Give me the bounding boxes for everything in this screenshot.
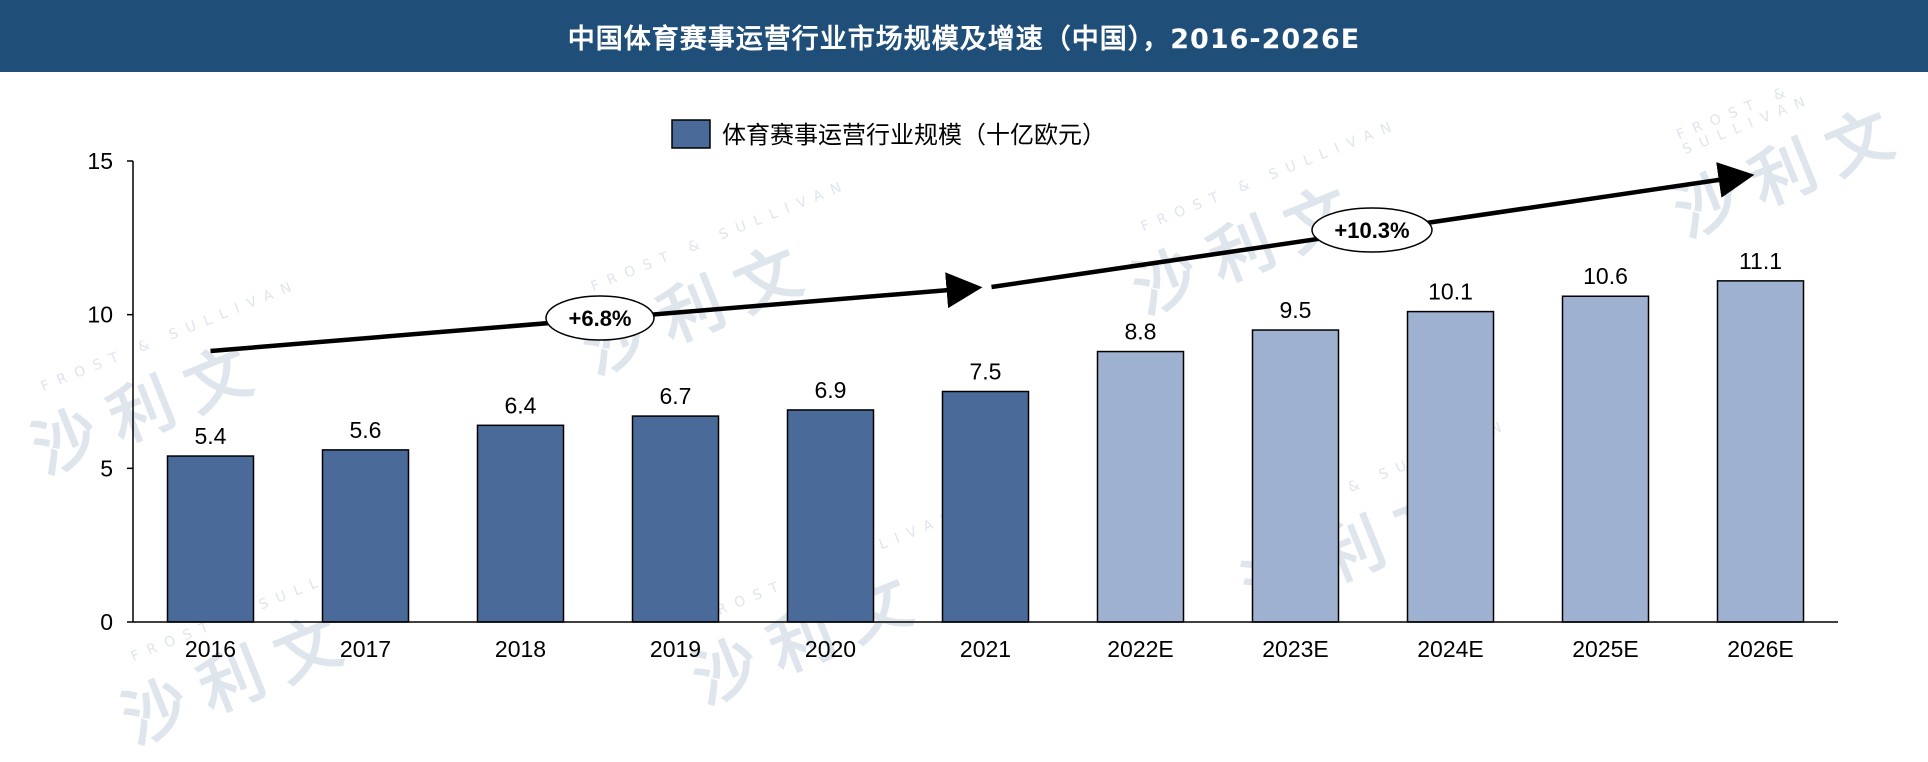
- data-label: 5.4: [195, 423, 227, 449]
- axes-group: 2016 2017 2018 2019 2020 2021 2022E 2023E 2024E 2…: [87, 148, 1838, 662]
- chart-title-bar: 中国体育赛事运营行业市场规模及增速（中国），2016-2026E: [0, 0, 1928, 72]
- bar: [1716, 280, 1805, 623]
- x-tick-label: 2019: [650, 636, 701, 662]
- data-label: 9.5: [1280, 297, 1312, 323]
- legend: 体育赛事运营行业规模（十亿欧元）: [671, 119, 1106, 149]
- y-tick-label: 10: [87, 302, 113, 328]
- chart-title: 中国体育赛事运营行业市场规模及增速（中国），2016-2026E: [567, 23, 1361, 55]
- x-tick-label: 2025E: [1572, 636, 1639, 662]
- bar: [941, 390, 1030, 623]
- x-tick-label: 2017: [340, 636, 391, 662]
- cagr-bubble: [545, 295, 655, 341]
- data-label: 11.1: [1739, 248, 1782, 274]
- x-tick-label: 2021: [960, 636, 1011, 662]
- bar: [321, 449, 410, 623]
- bar: [631, 415, 720, 623]
- x-tick-label: 2018: [495, 636, 546, 662]
- data-label: 6.7: [660, 383, 692, 409]
- x-tick-label: 2022E: [1107, 636, 1174, 662]
- data-label: 6.4: [505, 392, 537, 418]
- data-label: 6.9: [815, 377, 847, 403]
- x-tick-label: 2026E: [1727, 636, 1794, 662]
- x-tick-label: 2016: [185, 636, 236, 662]
- x-tick-label: 2023E: [1262, 636, 1329, 662]
- cagr-label: +10.3%: [1334, 218, 1409, 243]
- cagr-bubble: [1311, 207, 1433, 253]
- data-label: 10.1: [1428, 279, 1473, 305]
- y-tick-label: 15: [87, 148, 113, 174]
- bar: [1251, 329, 1340, 623]
- y-tick-label: 0: [100, 609, 113, 635]
- bar-chart: 5.4 5.6 6.4 6.7 6.9 7.5 8.8 9.5 10.1 10.6 11.1 201…: [87, 119, 1838, 662]
- data-label: 8.8: [1125, 319, 1157, 345]
- bar: [786, 409, 875, 623]
- data-label: 5.6: [350, 417, 382, 443]
- data-label: 10.6: [1583, 263, 1628, 289]
- bar: [476, 424, 565, 623]
- x-tick-label: 2024E: [1417, 636, 1484, 662]
- legend-swatch: [671, 119, 711, 149]
- y-tick-label: 5: [100, 455, 113, 481]
- legend-label: 体育赛事运营行业规模（十亿欧元）: [722, 121, 1106, 149]
- bar-group: [166, 280, 1805, 623]
- bar: [1406, 310, 1495, 623]
- data-label: 7.5: [970, 359, 1002, 385]
- data-label-group: 5.4 5.6 6.4 6.7 6.9 7.5 8.8 9.5 10.1 10.6 11.1: [195, 248, 1783, 449]
- bar: [1096, 350, 1185, 623]
- bar: [1561, 295, 1650, 623]
- bar: [166, 455, 255, 623]
- x-tick-label: 2020: [805, 636, 856, 662]
- cagr-annotations: +6.8% +10.3%: [210, 162, 1755, 354]
- cagr-label: +6.8%: [569, 306, 632, 331]
